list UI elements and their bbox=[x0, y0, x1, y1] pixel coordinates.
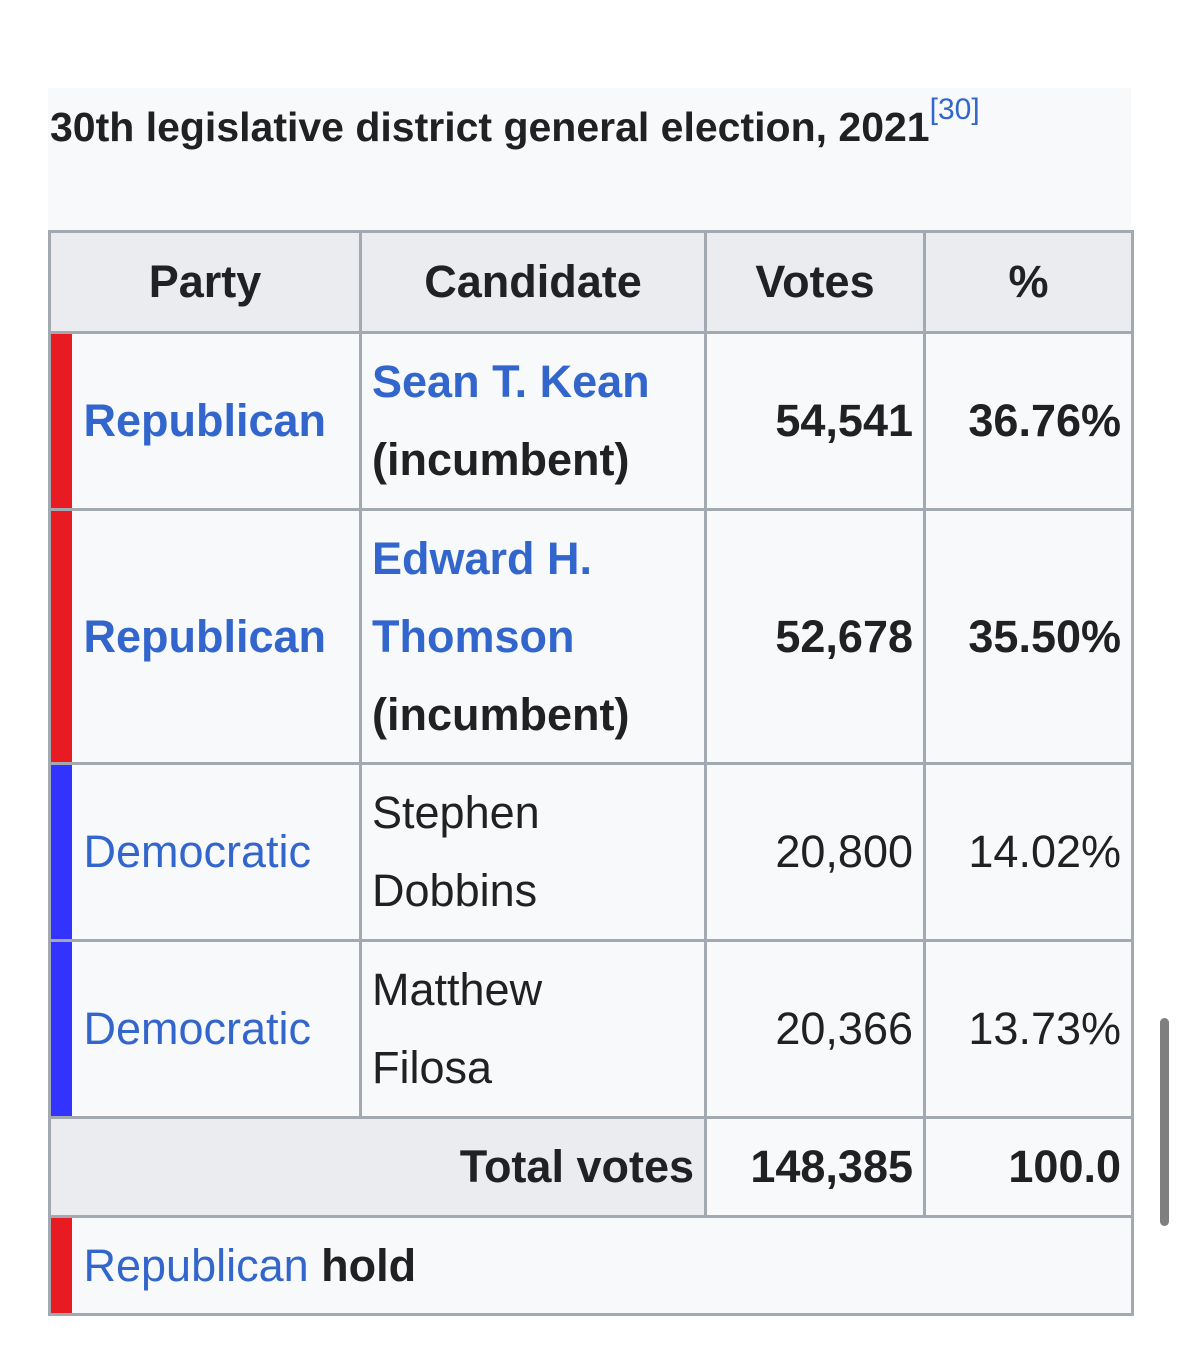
percent-cell: 14.02% bbox=[923, 762, 1135, 942]
percent-cell: 35.50% bbox=[923, 508, 1135, 765]
party-cell: Democratic bbox=[71, 939, 363, 1119]
table-caption: 30th legislative district general electi… bbox=[48, 88, 1131, 230]
result-row: Republican hold bbox=[48, 1215, 1135, 1316]
result-cell: Republican hold bbox=[71, 1215, 1135, 1316]
candidate-name-line2: Filosa bbox=[372, 1042, 493, 1093]
party-color-bar bbox=[48, 508, 72, 765]
candidate-note: (incumbent) bbox=[372, 434, 630, 485]
party-cell: Republican bbox=[71, 331, 363, 511]
candidate-cell: Matthew Filosa bbox=[359, 939, 708, 1119]
candidate-link-line2[interactable]: Thomson bbox=[372, 610, 575, 662]
percent-cell: 13.73% bbox=[923, 939, 1135, 1119]
total-votes: 148,385 bbox=[704, 1116, 927, 1218]
table-row: Democratic Stephen Dobbins 20,800 14.02% bbox=[48, 762, 1135, 942]
header-votes: Votes bbox=[704, 230, 927, 334]
header-party: Party bbox=[47, 230, 363, 334]
party-color-bar bbox=[48, 331, 72, 511]
party-cell: Democratic bbox=[71, 762, 363, 942]
table-row: Republican Edward H. Thomson (incumbent)… bbox=[48, 508, 1135, 765]
election-infobox: 30th legislative district general electi… bbox=[47, 88, 1135, 1316]
total-percent: 100.0 bbox=[923, 1116, 1135, 1218]
caption-title: 30th legislative district general electi… bbox=[50, 104, 930, 150]
percent-cell: 36.76% bbox=[923, 331, 1135, 511]
party-color-bar bbox=[48, 1215, 72, 1316]
candidate-link[interactable]: Sean T. Kean bbox=[372, 356, 650, 407]
candidate-cell: Edward H. Thomson (incumbent) bbox=[359, 508, 708, 765]
votes-cell: 20,800 bbox=[704, 762, 927, 942]
total-row: Total votes 148,385 100.0 bbox=[47, 1116, 1135, 1218]
candidate-cell: Stephen Dobbins bbox=[359, 762, 708, 942]
votes-cell: 54,541 bbox=[704, 331, 927, 511]
table-row: Republican Sean T. Kean (incumbent) 54,5… bbox=[48, 331, 1135, 511]
result-outcome: hold bbox=[321, 1239, 417, 1291]
candidate-cell: Sean T. Kean (incumbent) bbox=[359, 331, 708, 511]
result-party-link[interactable]: Republican bbox=[83, 1239, 309, 1291]
results-table: Party Candidate Votes % Republican Sean … bbox=[47, 230, 1135, 1316]
candidate-name-line1: Matthew bbox=[372, 964, 543, 1015]
candidate-name-line1: Stephen bbox=[372, 787, 540, 838]
scrollbar[interactable] bbox=[1160, 1018, 1169, 1226]
candidate-link-line1[interactable]: Edward H. bbox=[372, 532, 593, 584]
reference-link[interactable]: [30] bbox=[929, 93, 980, 126]
party-cell: Republican bbox=[71, 508, 363, 765]
header-percent: % bbox=[923, 230, 1135, 334]
candidate-name-line2: Dobbins bbox=[372, 865, 538, 916]
header-row: Party Candidate Votes % bbox=[47, 230, 1135, 334]
total-label: Total votes bbox=[47, 1116, 708, 1218]
party-link[interactable]: Democratic bbox=[83, 826, 312, 877]
table-row: Democratic Matthew Filosa 20,366 13.73% bbox=[48, 939, 1135, 1119]
votes-cell: 52,678 bbox=[704, 508, 927, 765]
party-color-bar bbox=[48, 939, 72, 1119]
votes-cell: 20,366 bbox=[704, 939, 927, 1119]
party-color-bar bbox=[48, 762, 72, 942]
party-link[interactable]: Republican bbox=[83, 610, 327, 662]
party-link[interactable]: Republican bbox=[83, 395, 327, 446]
header-candidate: Candidate bbox=[359, 230, 708, 334]
party-link[interactable]: Democratic bbox=[83, 1003, 312, 1054]
candidate-note: (incumbent) bbox=[372, 688, 630, 740]
